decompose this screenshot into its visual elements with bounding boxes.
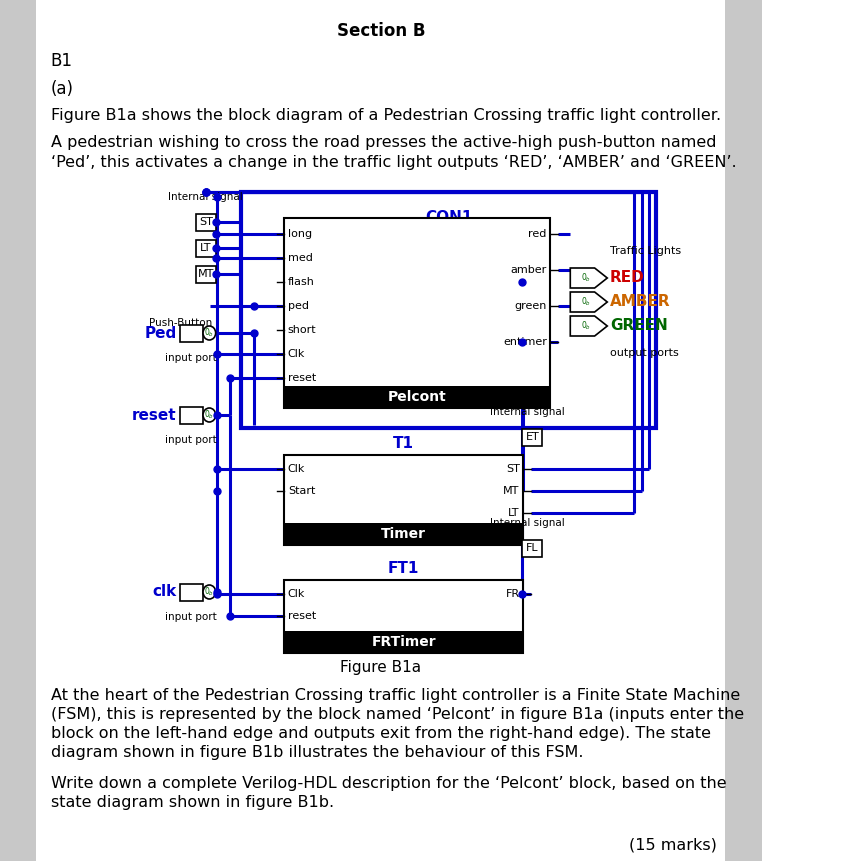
Text: block on the left-hand edge and outputs exit from the right-hand edge). The stat: block on the left-hand edge and outputs … (51, 726, 711, 741)
Text: Internal signal: Internal signal (168, 192, 243, 202)
Text: FL: FL (526, 543, 538, 553)
Text: Traffic Lights: Traffic Lights (610, 246, 681, 256)
Text: Start: Start (288, 486, 315, 496)
Text: long: long (288, 229, 312, 239)
Circle shape (203, 585, 216, 599)
Text: Ped: Ped (144, 325, 177, 340)
Text: state diagram shown in figure B1b.: state diagram shown in figure B1b. (51, 795, 333, 810)
Text: reset: reset (133, 407, 177, 423)
Bar (522, 540, 543, 556)
Text: 0$_b$: 0$_b$ (204, 585, 214, 598)
Text: T1: T1 (393, 436, 414, 451)
Bar (284, 580, 523, 653)
Text: AMBER: AMBER (610, 294, 671, 309)
Text: At the heart of the Pedestrian Crossing traffic light controller is a Finite Sta: At the heart of the Pedestrian Crossing … (51, 688, 740, 703)
Text: 0$_b$: 0$_b$ (582, 295, 592, 308)
Text: Figure B1a: Figure B1a (340, 660, 421, 675)
Text: green: green (515, 301, 547, 311)
Polygon shape (571, 316, 608, 336)
Bar (284, 455, 523, 545)
Text: Push-Button: Push-Button (149, 318, 212, 328)
Text: output ports: output ports (610, 348, 679, 358)
Bar (241, 192, 656, 428)
Text: Clk: Clk (288, 589, 306, 599)
Text: Internal signal: Internal signal (490, 407, 565, 417)
Bar (180, 325, 203, 342)
Text: flash: flash (288, 277, 315, 287)
Bar (284, 218, 550, 408)
Text: reset: reset (288, 373, 316, 383)
Text: input port: input port (165, 612, 217, 622)
Bar (196, 214, 216, 231)
Text: Clk: Clk (288, 464, 306, 474)
Text: MT: MT (197, 269, 214, 279)
Text: FRTimer: FRTimer (371, 635, 436, 649)
Text: Section B: Section B (337, 22, 425, 40)
Text: ET: ET (526, 432, 539, 442)
Text: diagram shown in figure B1b illustrates the behaviour of this FSM.: diagram shown in figure B1b illustrates … (51, 745, 583, 760)
Text: 0$_b$: 0$_b$ (204, 409, 214, 421)
Text: GREEN: GREEN (610, 319, 668, 333)
Text: ped: ped (288, 301, 309, 311)
Text: MT: MT (503, 486, 520, 496)
Text: entimer: entimer (503, 337, 547, 347)
Text: A pedestrian wishing to cross the road presses the active-high push-button named: A pedestrian wishing to cross the road p… (51, 135, 716, 150)
Text: LT: LT (508, 508, 520, 518)
Polygon shape (571, 268, 608, 288)
Text: CON1: CON1 (425, 210, 472, 225)
Text: 0$_b$: 0$_b$ (582, 319, 592, 332)
Text: (15 marks): (15 marks) (630, 838, 717, 853)
Text: 0$_b$: 0$_b$ (204, 327, 214, 339)
Bar (180, 584, 203, 600)
Text: ST: ST (506, 464, 520, 474)
Bar (522, 429, 543, 445)
Text: FT1: FT1 (388, 561, 419, 576)
Bar (284, 523, 523, 545)
Circle shape (203, 326, 216, 340)
Text: Timer: Timer (381, 527, 426, 541)
Circle shape (203, 408, 216, 422)
Bar (284, 631, 523, 653)
Text: FR: FR (506, 589, 520, 599)
Text: Figure B1a shows the block diagram of a Pedestrian Crossing traffic light contro: Figure B1a shows the block diagram of a … (51, 108, 721, 123)
Text: Write down a complete Verilog-HDL description for the ‘Pelcont’ block, based on : Write down a complete Verilog-HDL descri… (51, 776, 726, 791)
Text: ‘Ped’, this activates a change in the traffic light outputs ‘RED’, ‘AMBER’ and ‘: ‘Ped’, this activates a change in the tr… (51, 155, 736, 170)
Text: input port: input port (165, 435, 217, 445)
Text: (FSM), this is represented by the block named ‘Pelcont’ in figure B1a (inputs en: (FSM), this is represented by the block … (51, 707, 744, 722)
Text: short: short (288, 325, 316, 335)
Text: ST: ST (199, 217, 213, 227)
Text: red: red (528, 229, 547, 239)
Text: clk: clk (153, 585, 177, 599)
Text: 0$_b$: 0$_b$ (582, 272, 592, 284)
Bar (196, 265, 216, 282)
Bar (284, 386, 550, 408)
Bar (726, 0, 761, 861)
Text: med: med (288, 253, 313, 263)
Polygon shape (571, 292, 608, 312)
Text: B1: B1 (51, 52, 73, 70)
Bar (180, 406, 203, 424)
Text: LT: LT (200, 243, 212, 253)
Text: Internal signal: Internal signal (490, 518, 565, 528)
Text: amber: amber (511, 265, 547, 275)
Bar (196, 239, 216, 257)
Text: RED: RED (610, 270, 645, 286)
Text: Pelcont: Pelcont (388, 390, 446, 404)
Text: Clk: Clk (288, 349, 306, 359)
Text: (a): (a) (51, 80, 73, 98)
Text: reset: reset (288, 611, 316, 621)
Text: input port: input port (165, 353, 217, 363)
Bar (0, 0, 36, 861)
